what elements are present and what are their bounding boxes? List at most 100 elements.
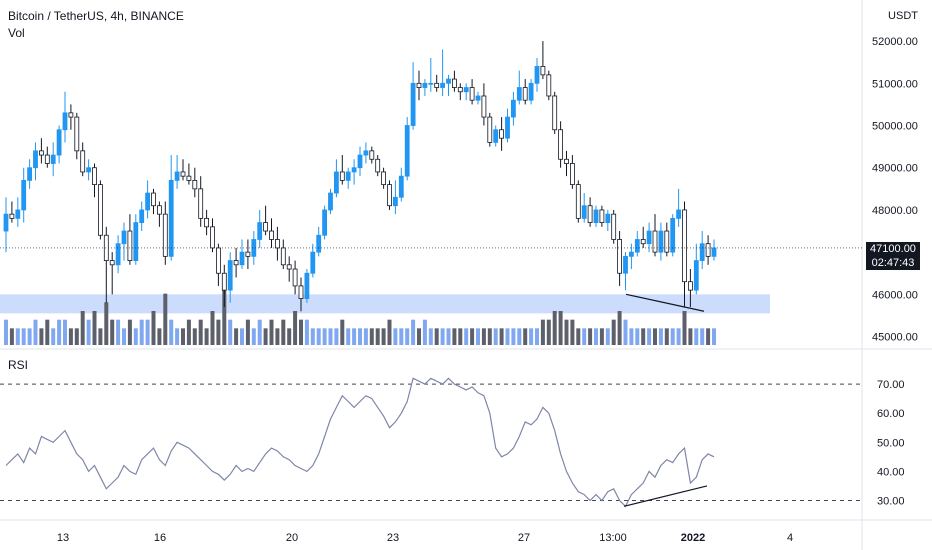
volume-bar [287, 328, 292, 345]
candle-body [74, 116, 80, 152]
volume-bar [9, 328, 14, 345]
candle-body [499, 129, 505, 139]
volume-bar [428, 328, 433, 345]
candle-body [274, 239, 280, 249]
candle-body [705, 243, 711, 257]
candle-body [422, 82, 428, 88]
candle-body [688, 281, 693, 291]
candle-body [581, 205, 587, 219]
volume-bar [186, 319, 191, 345]
candle-body [693, 260, 699, 291]
candle-body [339, 171, 345, 181]
candle-body [416, 82, 422, 88]
candle-body [133, 222, 139, 261]
symbol-title[interactable]: Bitcoin / TetherUS, 4h, BINANCE [8, 9, 184, 23]
volume-indicator-label[interactable]: Vol [8, 26, 25, 40]
volume-bar [605, 328, 610, 345]
volume-bar [39, 328, 44, 345]
volume-bar [682, 311, 687, 345]
candle-body [280, 247, 286, 266]
time-tick-label: 13:00 [599, 532, 627, 544]
volume-bar [499, 328, 504, 345]
volume-bar [122, 328, 126, 345]
volume-bar [151, 311, 156, 345]
candle-body [611, 213, 617, 240]
volume-bar [257, 319, 262, 345]
candle-body [174, 171, 180, 181]
candle-body [328, 192, 333, 211]
candle-body [546, 74, 552, 97]
volume-bar [523, 328, 528, 345]
candle-body [363, 150, 369, 156]
time-tick-label: 13 [57, 532, 69, 544]
candle-body [56, 129, 62, 156]
time-tick-label: 4 [787, 532, 793, 544]
volume-bar [145, 319, 150, 345]
time-tick-label: 2022 [681, 532, 705, 544]
candle-body [522, 87, 528, 101]
candle-body [3, 213, 9, 232]
volume-bar [552, 311, 557, 345]
price-tick-label: 51000.00 [872, 78, 918, 90]
candle-body [451, 78, 457, 88]
candle-body [221, 272, 227, 291]
candle-body [463, 87, 469, 93]
volume-bar [375, 328, 380, 345]
candle-body [310, 251, 316, 274]
candle-body [599, 209, 605, 223]
candle-body [233, 260, 239, 266]
rsi-indicator-label[interactable]: RSI [8, 358, 29, 372]
volume-bar [21, 328, 26, 345]
candle-body [139, 209, 145, 223]
candle-body [516, 87, 522, 101]
candle-body [27, 167, 33, 181]
volume-bar [641, 328, 646, 345]
volume-bar [358, 328, 362, 345]
candle-body [575, 184, 581, 219]
candle-body [487, 116, 493, 143]
volume-bar [422, 319, 427, 345]
candle-body [564, 158, 569, 164]
candle-body [156, 205, 162, 215]
volume-bar [540, 319, 545, 345]
volume-bar [169, 319, 174, 345]
candle-body [210, 226, 215, 249]
currency-label: USDT [888, 10, 918, 22]
candle-body [369, 150, 375, 160]
volume-bar [363, 328, 368, 345]
candle-body [127, 230, 133, 261]
candle-body [475, 95, 481, 101]
volume-bar [310, 328, 315, 345]
volume-bar [458, 328, 463, 345]
volume-bar [387, 319, 392, 345]
candle-body [298, 285, 304, 299]
candle-body [398, 175, 404, 198]
volume-bar [322, 328, 327, 345]
time-tick-label: 23 [387, 532, 399, 544]
candle-body [322, 209, 328, 236]
volume-bar [33, 319, 38, 345]
candle-body [528, 82, 534, 101]
candle-body [387, 184, 392, 207]
volume-bar [334, 328, 339, 345]
volume-bar [15, 328, 20, 345]
chart-legend: Bitcoin / TetherUS, 4h, BINANCE Vol [8, 8, 184, 42]
candle-body [510, 99, 516, 118]
volume-bar [57, 319, 62, 345]
candle-body [304, 272, 310, 299]
volume-bar [647, 328, 652, 345]
volume-bar [700, 328, 705, 345]
candle-body [186, 175, 192, 181]
candle-body [62, 112, 68, 131]
volume-bar [411, 319, 416, 345]
volume-bar [80, 311, 85, 345]
volume-bar [316, 328, 321, 345]
candle-body [68, 112, 74, 118]
candle-body [658, 230, 664, 253]
volume-bar [63, 319, 67, 345]
candle-body [623, 255, 628, 274]
volume-bar [635, 328, 640, 345]
candle-body [505, 116, 510, 139]
volume-bar [139, 319, 144, 345]
